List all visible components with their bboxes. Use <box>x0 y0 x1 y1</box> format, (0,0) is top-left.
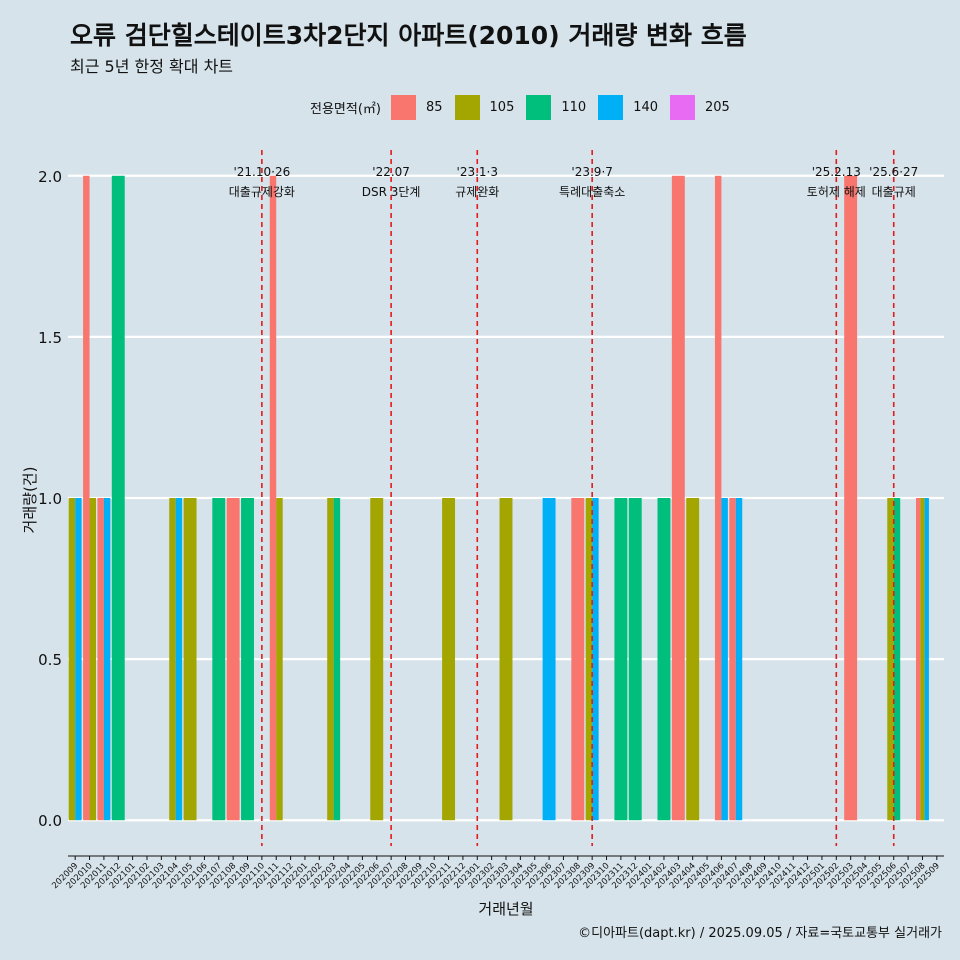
event-date-label-0: '21.10·26 <box>233 165 290 179</box>
legend-item-85: 85 <box>390 94 443 120</box>
bar-202506-105 <box>887 498 894 821</box>
bar-202303-105 <box>499 498 513 821</box>
bar-202011-85 <box>97 498 104 821</box>
bar-202104-140 <box>175 498 183 821</box>
bar-202211-105 <box>442 498 456 821</box>
source-caption: ©디아파트(dapt.kr) / 2025.09.05 / 자료=국토교통부 실… <box>578 926 942 941</box>
legend-swatch-110 <box>526 94 552 120</box>
bar-202309-140 <box>592 498 599 821</box>
bar-202010-85 <box>83 175 90 821</box>
bar-202406-140 <box>721 498 728 821</box>
bar-202309-105 <box>585 498 593 821</box>
event-date-label-2: '23.1·3 <box>457 165 498 179</box>
event-date-label-3: '23.9·7 <box>571 165 612 179</box>
y-tick-label-0: 0.0 <box>38 812 62 830</box>
bar-202406-85 <box>714 175 722 821</box>
legend-swatch-140 <box>598 94 624 120</box>
x-axis-title: 거래년월 <box>478 900 533 918</box>
bar-202306-140 <box>542 498 556 821</box>
bar-202105-105 <box>183 498 197 821</box>
legend-label-110: 110 <box>561 99 587 115</box>
bar-202104-105 <box>169 498 176 821</box>
legend-item-205: 205 <box>670 94 730 120</box>
bar-202111-105 <box>276 498 283 821</box>
event-label-4: 토허제 해제 <box>807 185 866 199</box>
bar-202407-140 <box>735 498 743 821</box>
legend-item-140: 140 <box>598 94 659 120</box>
bar-202508-140 <box>924 498 929 821</box>
event-date-label-5: '25.6·27 <box>869 165 918 179</box>
event-label-2: 규제완화 <box>455 185 499 199</box>
chart-title: 오류 검단힐스테이트3차2단지 아파트(2010) 거래량 변화 흐름 <box>70 21 747 50</box>
bar-202011-140 <box>103 498 111 821</box>
legend-swatch-85 <box>390 94 416 120</box>
bar-202010-105 <box>89 498 97 821</box>
legend-label-105: 105 <box>489 99 515 115</box>
bar-202111-85 <box>269 175 277 821</box>
bar-202506-110 <box>893 498 901 821</box>
legend-label-85: 85 <box>425 99 443 115</box>
bar-202508-85 <box>915 498 921 821</box>
event-label-1: DSR 3단계 <box>362 185 421 199</box>
legend-label-140: 140 <box>633 99 659 115</box>
y-tick-label-4: 2.0 <box>38 168 62 186</box>
legend-item-110: 110 <box>526 94 587 120</box>
legend-swatch-205 <box>670 94 696 120</box>
bar-202402-110 <box>657 498 671 821</box>
event-date-label-1: '22.07 <box>372 165 410 179</box>
bar-202203-105 <box>327 498 334 821</box>
bar-202009-140 <box>75 498 82 821</box>
legend-label-205: 205 <box>705 99 730 115</box>
legend-title: 전용면적(㎡) <box>310 101 381 117</box>
bar-202108-85 <box>226 498 240 821</box>
bar-202107-110 <box>212 498 226 821</box>
event-label-5: 대출규제 <box>872 185 916 199</box>
bar-202206-105 <box>370 498 384 821</box>
bar-202503-85 <box>844 175 858 821</box>
y-axis-title: 거래량(건) <box>21 467 39 534</box>
chart-subtitle: 최근 5년 한정 확대 차트 <box>70 57 234 76</box>
bar-202109-110 <box>241 498 254 821</box>
event-date-label-4: '25.2.13 <box>812 165 861 179</box>
bar-202404-105 <box>686 498 700 821</box>
legend-swatch-105 <box>454 94 480 120</box>
bar-202407-85 <box>729 498 736 821</box>
y-tick-label-3: 1.5 <box>38 329 62 347</box>
event-label-3: 특례대출축소 <box>559 185 625 199</box>
bar-202311-110 <box>614 498 628 821</box>
y-tick-label-2: 1.0 <box>38 490 62 508</box>
legend: 전용면적(㎡) 85 105 110 140 205 <box>310 94 742 120</box>
bar-202508-105 <box>920 498 925 821</box>
legend-item-105: 105 <box>454 94 515 120</box>
bar-202203-110 <box>333 498 341 821</box>
bar-202312-110 <box>628 498 642 821</box>
bar-202009-105 <box>68 498 76 821</box>
bar-202403-85 <box>671 175 685 821</box>
bar-202308-85 <box>571 498 585 821</box>
bar-202012-110 <box>111 175 125 821</box>
y-tick-label-1: 0.5 <box>38 651 62 669</box>
event-label-0: 대출규제강화 <box>229 185 295 199</box>
